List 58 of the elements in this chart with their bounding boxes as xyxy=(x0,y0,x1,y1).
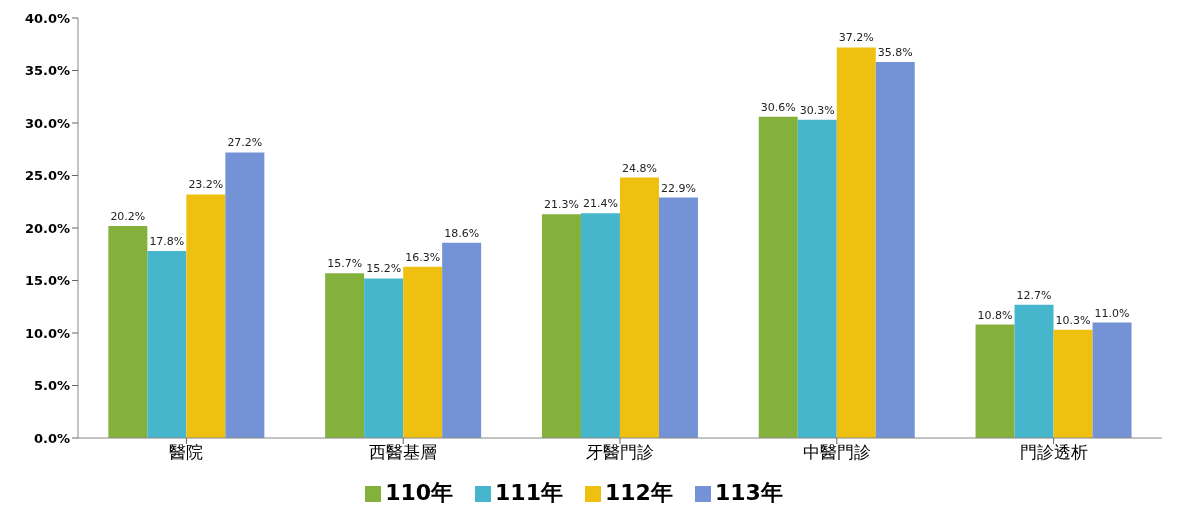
data-label: 37.2% xyxy=(838,31,874,45)
bar xyxy=(836,47,876,438)
bar xyxy=(975,324,1015,438)
legend-label: 113年 xyxy=(714,480,783,505)
data-label: 18.6% xyxy=(444,226,480,240)
y-tick-label: 0.0% xyxy=(33,430,70,446)
data-label: 24.8% xyxy=(621,161,657,175)
y-tick-label: 20.0% xyxy=(24,220,70,236)
data-label: 10.3% xyxy=(1055,313,1091,327)
x-tick-label: 醫院 xyxy=(169,442,204,463)
y-tick-label: 40.0% xyxy=(24,10,70,26)
y-tick-label: 5.0% xyxy=(33,378,70,394)
data-label: 27.2% xyxy=(227,136,263,150)
x-tick-label: 中醫門診 xyxy=(802,442,871,463)
bar xyxy=(797,119,837,438)
data-label: 20.2% xyxy=(110,209,146,223)
data-label: 21.3% xyxy=(543,198,579,212)
data-label: 16.3% xyxy=(405,250,441,264)
data-label: 21.4% xyxy=(582,197,618,211)
data-label: 15.2% xyxy=(366,262,402,276)
bar xyxy=(186,194,226,438)
bar xyxy=(1014,304,1054,438)
data-label: 35.8% xyxy=(877,46,913,60)
bar xyxy=(658,197,698,438)
data-label: 30.3% xyxy=(799,103,835,117)
y-tick-label: 10.0% xyxy=(24,325,70,341)
bar xyxy=(875,62,915,438)
data-label: 30.6% xyxy=(760,100,796,114)
bar xyxy=(225,152,265,438)
x-tick-label: 西醫基層 xyxy=(369,442,438,463)
data-label: 11.0% xyxy=(1094,306,1130,320)
x-tick-label: 牙醫門診 xyxy=(586,442,654,463)
legend-label: 110年 xyxy=(385,480,454,505)
y-tick-label: 15.0% xyxy=(24,273,70,289)
data-label: 15.7% xyxy=(327,257,363,271)
data-label: 10.8% xyxy=(977,308,1013,322)
bar xyxy=(442,242,482,438)
bar xyxy=(325,273,365,438)
bar xyxy=(108,225,148,438)
legend-label: 111年 xyxy=(495,480,563,505)
bar xyxy=(364,278,404,438)
bar xyxy=(541,214,581,438)
bar xyxy=(147,251,187,438)
y-tick-label: 35.0% xyxy=(24,63,70,79)
bar xyxy=(580,213,620,438)
bar xyxy=(619,177,659,438)
y-tick-label: 25.0% xyxy=(24,168,70,184)
bar xyxy=(1053,329,1093,438)
bar xyxy=(758,116,798,438)
data-label: 12.7% xyxy=(1016,288,1052,302)
x-tick-label: 門診透析 xyxy=(1019,442,1088,463)
data-label: 17.8% xyxy=(149,235,185,249)
legend-label: 112年 xyxy=(605,480,673,505)
bar xyxy=(403,266,443,438)
data-label: 23.2% xyxy=(188,178,224,192)
y-tick-label: 30.0% xyxy=(24,115,70,131)
data-label: 22.9% xyxy=(660,181,696,195)
bar xyxy=(1092,322,1132,438)
